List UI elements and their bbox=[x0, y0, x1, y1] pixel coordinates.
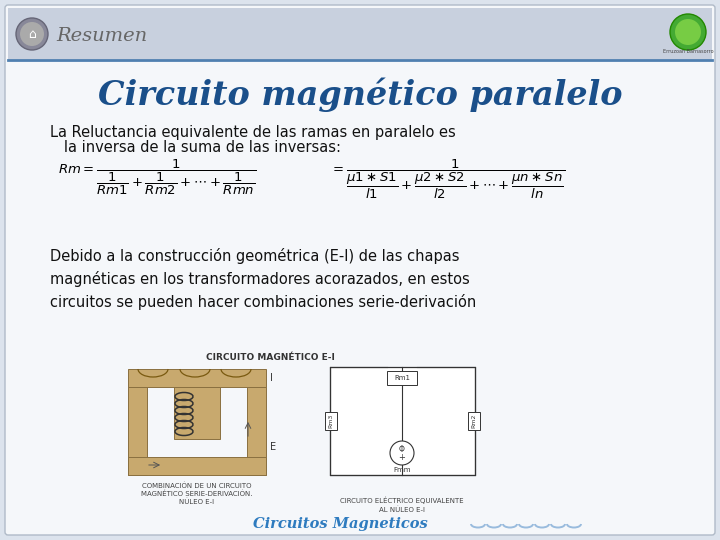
Text: Fmm: Fmm bbox=[393, 467, 410, 473]
Bar bbox=[128, 369, 266, 387]
Text: ⌂: ⌂ bbox=[28, 29, 36, 42]
Text: CIRCUITO MAGNÉTICO E-I: CIRCUITO MAGNÉTICO E-I bbox=[206, 354, 334, 362]
Text: Rm2: Rm2 bbox=[472, 414, 477, 428]
Text: Φ: Φ bbox=[399, 446, 405, 455]
Text: Erruzoan Barnasorro: Erruzoan Barnasorro bbox=[662, 49, 714, 54]
Bar bbox=[325, 412, 337, 430]
Text: $Rm = \dfrac{1}{\dfrac{1}{Rm1} + \dfrac{1}{Rm2} + \cdots + \dfrac{1}{Rmn}}$: $Rm = \dfrac{1}{\dfrac{1}{Rm1} + \dfrac{… bbox=[58, 158, 257, 197]
Circle shape bbox=[390, 441, 414, 465]
Bar bbox=[8, 8, 712, 60]
Text: COMBINACIÓN DE UN CIRCUITO
MAGNÉTICO SERIE-DERIVACIÓN.
NÚLEO E-I: COMBINACIÓN DE UN CIRCUITO MAGNÉTICO SER… bbox=[141, 482, 253, 505]
Text: Rm3: Rm3 bbox=[328, 414, 333, 428]
Circle shape bbox=[675, 19, 701, 45]
Text: I: I bbox=[270, 373, 273, 383]
Text: CIRCUITO ELÉCTRICO EQUIVALENTE
AL NÚLEO E-I: CIRCUITO ELÉCTRICO EQUIVALENTE AL NÚLEO … bbox=[340, 497, 464, 513]
Bar bbox=[247, 387, 266, 475]
Text: Debido a la construcción geométrica (E-I) de las chapas
magnéticas en los transf: Debido a la construcción geométrica (E-I… bbox=[50, 248, 476, 310]
Bar bbox=[468, 412, 480, 430]
Text: $= \dfrac{1}{\dfrac{\mu 1 \ast S1}{l1} + \dfrac{\mu 2 \ast S2}{l2} + \cdots + \d: $= \dfrac{1}{\dfrac{\mu 1 \ast S1}{l1} +… bbox=[330, 158, 565, 201]
Bar bbox=[330, 367, 475, 475]
Text: la inversa de la suma de las inversas:: la inversa de la suma de las inversas: bbox=[50, 140, 341, 155]
Bar bbox=[174, 387, 220, 439]
Circle shape bbox=[20, 22, 44, 46]
Text: La Reluctancia equivalente de las ramas en paralelo es: La Reluctancia equivalente de las ramas … bbox=[50, 125, 456, 140]
Text: Rm1: Rm1 bbox=[394, 375, 410, 381]
Bar bbox=[128, 387, 147, 475]
Text: Circuitos Magneticos: Circuitos Magneticos bbox=[253, 517, 428, 531]
Bar bbox=[128, 457, 266, 475]
Bar bbox=[387, 371, 417, 385]
Circle shape bbox=[16, 18, 48, 50]
Text: Resumen: Resumen bbox=[56, 27, 147, 45]
Circle shape bbox=[670, 14, 706, 50]
Text: Circuito magnético paralelo: Circuito magnético paralelo bbox=[98, 78, 622, 112]
Text: +: + bbox=[399, 453, 405, 462]
Text: E: E bbox=[270, 442, 276, 452]
FancyBboxPatch shape bbox=[5, 5, 715, 535]
